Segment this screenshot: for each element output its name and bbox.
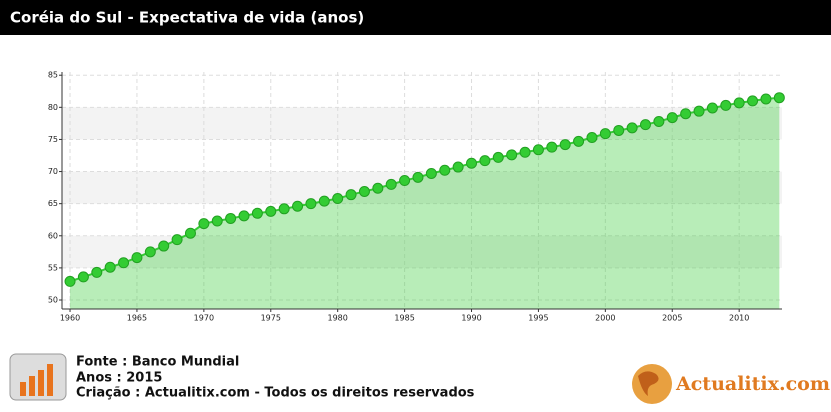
point — [760, 93, 772, 105]
point — [118, 257, 130, 269]
x-tick-label: 1990 — [461, 314, 481, 323]
point — [680, 108, 692, 120]
x-tick-label: 1995 — [528, 314, 548, 323]
point — [64, 275, 76, 287]
point — [131, 252, 143, 264]
point — [706, 102, 718, 114]
point — [399, 175, 411, 187]
point — [104, 261, 116, 273]
x-tick-label: 2000 — [595, 314, 615, 323]
point — [332, 193, 344, 205]
point — [626, 122, 638, 134]
point — [720, 99, 732, 111]
point — [559, 139, 571, 151]
area — [70, 97, 780, 309]
point — [666, 112, 678, 124]
point — [292, 200, 304, 212]
x-tick-label: 1970 — [194, 314, 214, 323]
plot: 50 55 60 65 70 75 80 85 1960 1965 1970 1975 1980 1985… — [48, 71, 785, 323]
point — [372, 182, 384, 194]
y-tick-label: 60 — [48, 231, 58, 240]
point — [773, 92, 785, 104]
point — [91, 266, 103, 278]
y-tick-label: 70 — [48, 167, 58, 176]
point — [452, 161, 464, 173]
x-tick-label: 1980 — [328, 314, 348, 323]
point — [466, 157, 478, 169]
y-tick-label: 55 — [48, 263, 58, 272]
logo-globe — [632, 364, 672, 404]
point — [158, 240, 170, 252]
point — [265, 205, 277, 217]
y-tick-label: 85 — [48, 71, 58, 80]
point — [238, 210, 250, 222]
header-bar — [0, 0, 831, 35]
footer-icon — [9, 353, 67, 401]
point — [613, 124, 625, 136]
point — [586, 132, 598, 144]
footer-year: Anos : 2015 — [76, 371, 162, 386]
point — [144, 246, 156, 258]
chart-title: Coréia do Sul - Expectativa de vida (ano… — [10, 9, 364, 27]
point — [251, 207, 263, 219]
point — [198, 218, 210, 230]
x-tick-label: 2005 — [662, 314, 682, 323]
x-tick-label: 1965 — [127, 314, 147, 323]
footer-credit: Criação : Actualitix.com - Todos os dire… — [76, 386, 475, 401]
point — [639, 119, 651, 131]
point — [546, 141, 558, 153]
point — [599, 128, 611, 140]
y-tick-label: 65 — [48, 199, 58, 208]
point — [425, 167, 437, 179]
point — [184, 227, 196, 239]
point — [412, 171, 424, 183]
x-tick-label: 2010 — [729, 314, 749, 323]
point — [385, 178, 397, 190]
point — [693, 105, 705, 117]
point — [305, 198, 317, 210]
point — [492, 151, 504, 163]
y-tick-label: 80 — [48, 103, 58, 112]
point — [318, 195, 330, 207]
point — [211, 215, 223, 227]
x-tick-label: 1960 — [60, 314, 80, 323]
point — [519, 146, 531, 158]
point — [747, 95, 759, 107]
x-tick-label: 1985 — [394, 314, 414, 323]
point — [225, 212, 237, 224]
point — [171, 234, 183, 246]
y-tick-label: 50 — [48, 296, 58, 305]
x-tick-label: 1975 — [261, 314, 281, 323]
point — [506, 149, 518, 161]
point — [479, 155, 491, 167]
point — [573, 135, 585, 147]
point — [77, 271, 89, 283]
point — [653, 115, 665, 127]
point — [345, 189, 357, 201]
point — [439, 164, 451, 176]
point — [358, 185, 370, 197]
footer-source: Fonte : Banco Mundial — [76, 355, 239, 370]
logo-text[interactable]: Actualitix.com — [675, 373, 830, 395]
point — [733, 97, 745, 109]
point — [278, 203, 290, 215]
point — [532, 144, 544, 156]
y-tick-label: 75 — [48, 135, 58, 144]
